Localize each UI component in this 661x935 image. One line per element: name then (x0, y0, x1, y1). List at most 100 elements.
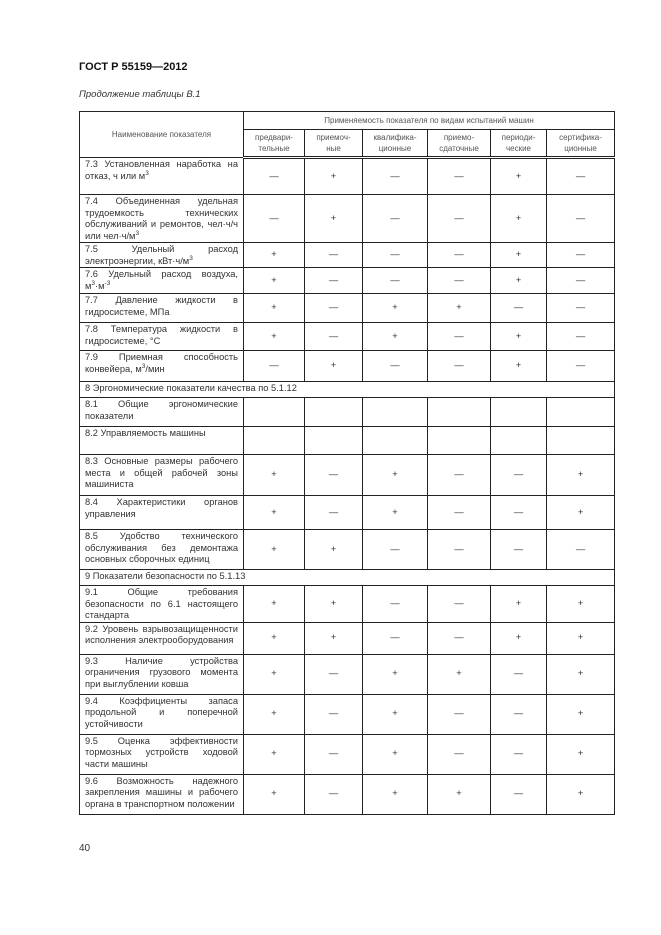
applicability-cell: — (545, 529, 616, 570)
applicability-cell: + (545, 495, 616, 530)
header-name-column: Наименование показателя (79, 111, 244, 158)
indicator-name: 8.4 Характеристики органов управления (79, 495, 244, 530)
applicability-cell: — (427, 194, 491, 243)
indicator-name: 9.4 Коэффициенты запаса продольной и поп… (79, 693, 244, 735)
applicability-cell: — (362, 621, 428, 655)
applicability-cell: + (545, 653, 616, 695)
indicator-name: 9.3 Наличие устройства ограничения грузо… (79, 653, 244, 695)
applicability-cell (427, 397, 491, 427)
header-column: приемо-сдаточные (427, 129, 491, 159)
document-standard-header: ГОСТ Р 55159—2012 (79, 61, 188, 73)
applicability-cell: + (304, 157, 363, 195)
indicator-name: 8.2 Управляемость машины (79, 426, 244, 455)
header-column: периоди-ческие (490, 129, 547, 159)
applicability-cell: — (545, 267, 616, 294)
indicator-name: 9.6 Возможность надежного закрепления ма… (79, 773, 244, 815)
applicability-cell: + (304, 621, 363, 655)
section-row: 9 Показатели безопасности по 5.1.13 (78, 569, 616, 586)
applicability-cell: — (427, 621, 491, 655)
page-number: 40 (79, 843, 91, 854)
table-row: 9.5 Оценка эффективности тормозных устро… (79, 733, 616, 775)
table-row: 7.5 Удельный расход электроэнергии, кВт·… (79, 242, 616, 268)
applicability-cell: — (243, 157, 305, 195)
table-row: 7.7 Давление жидкости в гидросистеме, МП… (79, 293, 616, 323)
applicability-cell: + (243, 242, 305, 268)
applicability-cell: — (304, 322, 363, 351)
applicability-cell: — (427, 157, 491, 195)
applicability-cell: + (427, 653, 491, 695)
applicability-cell (490, 397, 547, 427)
table-row: 9.1 Общие требования безопасности по 6.1… (79, 585, 616, 623)
applicability-cell: — (362, 529, 428, 570)
header-column: квалифика-ционные (362, 129, 428, 159)
applicability-cell: — (427, 529, 491, 570)
header-column: сертифика-ционные (545, 129, 616, 159)
applicability-cell: — (490, 454, 547, 496)
applicability-cell: + (243, 621, 305, 655)
indicator-name: 9.5 Оценка эффективности тормозных устро… (79, 733, 244, 775)
applicability-cell: + (427, 293, 491, 323)
applicability-cell: — (243, 194, 305, 243)
applicability-cell: + (243, 322, 305, 351)
applicability-cell: — (304, 267, 363, 294)
applicability-cell: + (243, 267, 305, 294)
header-column: предвари-тельные (243, 129, 305, 159)
indicator-name: 8.3 Основные размеры рабочего места и об… (79, 454, 244, 496)
applicability-cell: — (427, 454, 491, 496)
applicability-cell: + (243, 733, 305, 775)
applicability-cell: — (490, 529, 547, 570)
section-title: 8 Эргономические показатели качества по … (78, 381, 616, 398)
applicability-cell: — (427, 350, 491, 382)
header-group: Применяемость показателя по видам испыта… (242, 111, 616, 130)
applicability-cell: — (304, 693, 363, 735)
applicability-cell (490, 426, 547, 455)
applicability-cell: + (490, 267, 547, 294)
table-row: 7.3 Установленная наработка на отказ, ч … (79, 157, 616, 195)
applicability-cell (243, 426, 305, 455)
indicator-name: 7.3 Установленная наработка на отказ, ч … (79, 157, 244, 195)
applicability-cell: + (362, 773, 428, 815)
applicability-cell: + (243, 454, 305, 496)
applicability-cell: + (304, 350, 363, 382)
applicability-cell: + (304, 585, 363, 623)
indicator-name: 7.5 Удельный расход электроэнергии, кВт·… (79, 242, 244, 268)
header-column: приемоч-ные (304, 129, 363, 159)
applicability-table: Наименование показателя Применяемость по… (78, 111, 616, 815)
applicability-cell: — (304, 495, 363, 530)
applicability-cell: + (490, 242, 547, 268)
applicability-cell: + (490, 322, 547, 351)
applicability-cell: — (490, 733, 547, 775)
applicability-cell: — (304, 242, 363, 268)
table-row: 7.9 Приемная способность конвейера, м3/м… (79, 350, 616, 382)
applicability-cell: — (304, 653, 363, 695)
indicator-name: 7.6 Удельный расход воздуха, м3·м-3 (79, 267, 244, 294)
table-row: 7.6 Удельный расход воздуха, м3·м-3 + — — — +… (79, 267, 616, 294)
applicability-cell: — (545, 293, 616, 323)
applicability-cell: + (427, 773, 491, 815)
applicability-cell: + (362, 454, 428, 496)
applicability-cell: — (427, 495, 491, 530)
applicability-cell: — (490, 495, 547, 530)
applicability-cell (545, 426, 616, 455)
applicability-cell: + (362, 322, 428, 351)
indicator-name: 7.9 Приемная способность конвейера, м3/м… (79, 350, 244, 382)
applicability-cell: + (545, 585, 616, 623)
applicability-cell: + (243, 585, 305, 623)
applicability-cell: — (243, 350, 305, 382)
applicability-cell: + (545, 621, 616, 655)
applicability-cell (304, 397, 363, 427)
applicability-cell: + (545, 454, 616, 496)
applicability-cell: — (362, 267, 428, 294)
section-title: 9 Показатели безопасности по 5.1.13 (78, 569, 616, 586)
indicator-name: 8.1 Общие эргономические показатели (79, 397, 244, 427)
applicability-cell: — (427, 733, 491, 775)
applicability-cell: + (362, 693, 428, 735)
applicability-cell (243, 397, 305, 427)
applicability-cell: + (362, 495, 428, 530)
applicability-cell (427, 426, 491, 455)
applicability-cell: — (362, 585, 428, 623)
section-row: 8 Эргономические показатели качества по … (78, 381, 616, 398)
applicability-cell: + (243, 293, 305, 323)
table-row: 9.3 Наличие устройства ограничения грузо… (79, 653, 616, 695)
applicability-cell: — (304, 454, 363, 496)
